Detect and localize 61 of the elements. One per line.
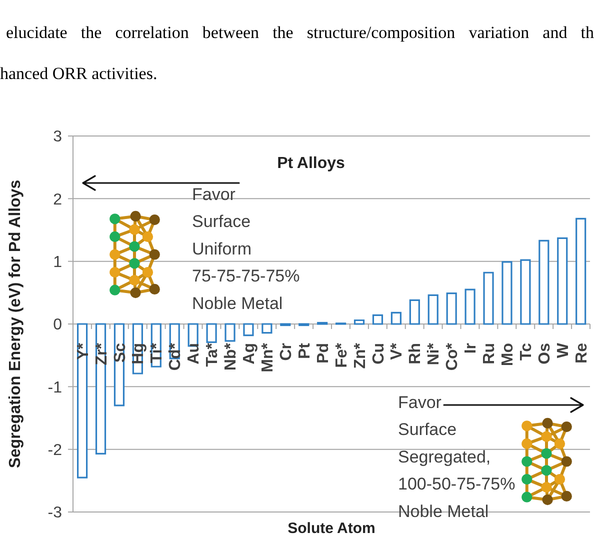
bar [409,299,420,325]
x-tick-label: Pt [296,342,314,359]
x-tick-label: Ir [462,343,480,354]
x-tick-label: Hg [130,343,148,364]
y-tick-label: -3 [48,504,62,521]
bar [576,218,586,325]
y-axis-title: Segregation Energy (eV) for Pd Alloys [7,180,24,468]
x-tick-label: Au [186,343,203,364]
bar [538,240,550,325]
x-tick-label: Cd* [167,342,184,371]
x-tick-label: Ta* [204,342,222,367]
bar [206,323,217,343]
annotation: Favor Surface Segregated, 100-50-75-75% Noble Metal [398,393,516,521]
bar [428,294,438,325]
bar [520,259,531,325]
x-tick-label: Mo [500,342,517,366]
y-tick-label: -2 [48,441,62,458]
text: elucidate the correlation between the structure/composition variation and th [6,23,594,43]
y-tick-label: 3 [53,128,62,145]
x-tick-label: V* [388,342,406,360]
y-tick-label: 0 [53,316,62,333]
x-tick-label: Ag [241,343,258,364]
text: Pt Alloys [277,155,346,172]
x-tick-label: Co* [444,342,462,371]
y-tick-label: 2 [53,190,62,208]
x-tick-label: Y* [74,342,92,360]
bar [224,323,236,342]
bar [464,288,476,325]
bar [95,323,106,455]
x-tick-label: Rh [407,343,424,364]
x-tick-label: Cu [370,343,388,364]
x-tick-label: Zn* [352,342,369,369]
x-tick-label: Zr* [93,342,110,366]
bar [390,312,402,325]
x-tick-label: Fe* [333,342,350,368]
x-tick-label: Pd [314,343,332,364]
text: hanced ORR activities. [0,64,158,84]
x-tick-label: W [554,342,572,358]
x-tick-label: Sc [112,342,129,363]
bar [262,323,272,334]
bar [77,323,88,478]
bar [354,319,365,325]
x-tick-label: Cr [278,343,295,361]
x-tick-label: Mn* [259,342,276,372]
y-tick-label: 1 [53,253,62,270]
bar [372,314,384,325]
bar [483,272,494,325]
x-tick-label: Os [536,342,554,364]
bar [243,323,254,336]
y-tick-label: -1 [48,378,62,396]
x-axis-title: Solute Atom [288,520,376,537]
bar [502,261,512,325]
bar [446,292,457,325]
x-tick-label: Ru [481,343,498,364]
x-tick-label: Nb* [222,342,240,371]
x-tick-label: Ni* [426,342,443,366]
x-tick-label: Tc [518,342,535,360]
x-tick-label: Re [573,342,590,364]
x-tick-label: Ti* [148,342,166,364]
annotation: Favor Surface Uniform 75-75-75-75% Noble Metal [192,185,300,313]
bar [557,237,568,325]
